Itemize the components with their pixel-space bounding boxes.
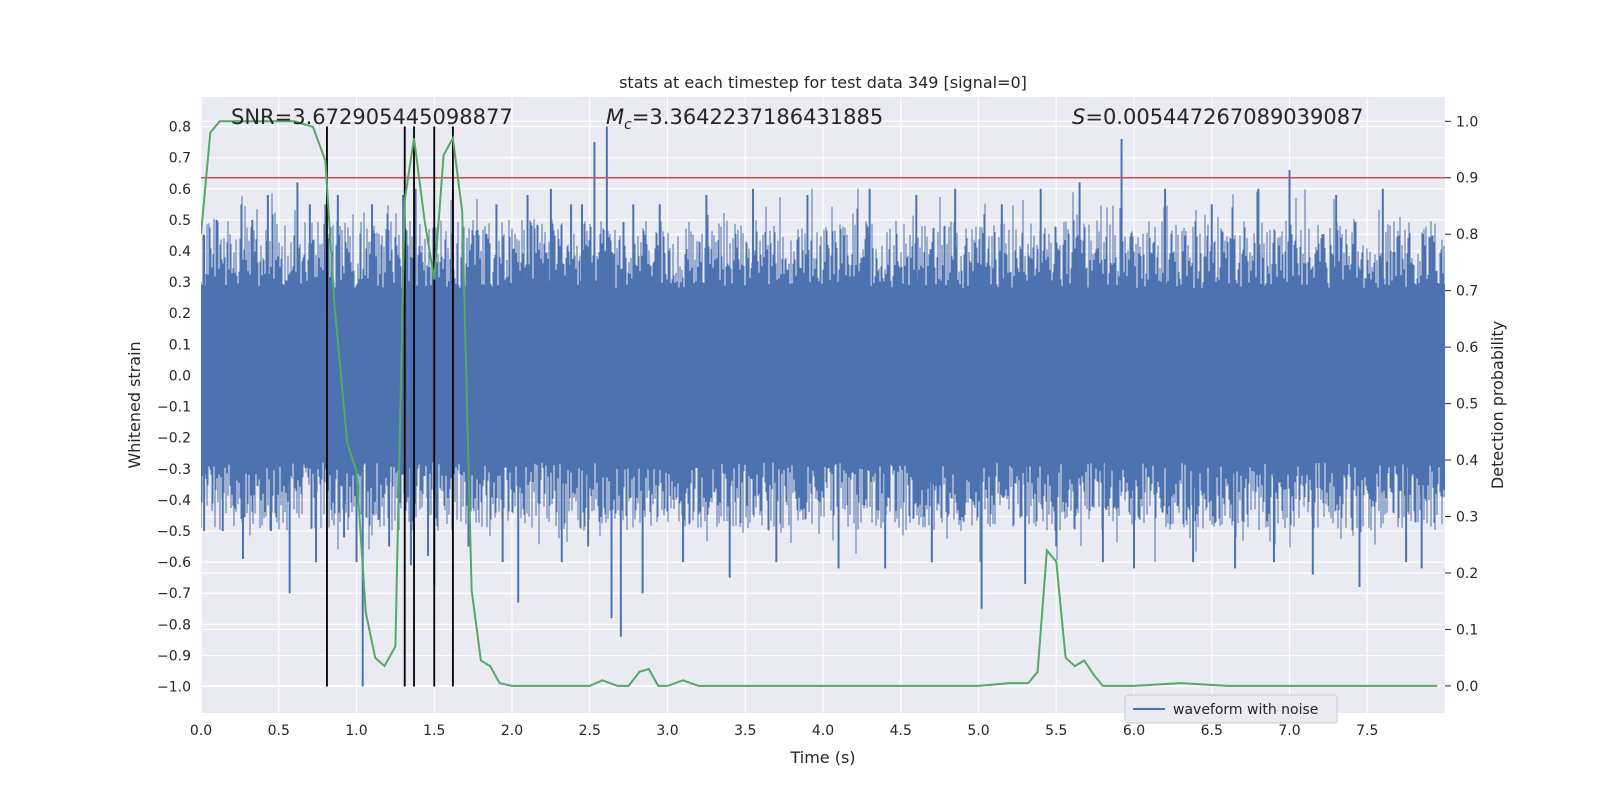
y2-tick-label: 0.9 [1456, 171, 1478, 187]
x-tick-label: 7.5 [1356, 723, 1378, 739]
y-tick-label: −0.7 [157, 586, 191, 602]
y-tick-label: −0.9 [157, 648, 191, 664]
y2-tick-label: 1.0 [1456, 114, 1478, 130]
y-axis-left: 0.8 0.7 0.6 0.5 0.4 0.3 0.2 0.1 0.0 −0.1 −0.2 −0.3 −… [157, 120, 191, 696]
y-tick-label: −0.4 [157, 493, 191, 509]
legend: waveform with noise [1124, 694, 1338, 724]
x-axis-label: Time (s) [789, 748, 855, 767]
probability-series [201, 120, 1438, 687]
y2-tick-label: 0.4 [1456, 453, 1478, 469]
x-tick-label: 3.0 [656, 723, 678, 739]
x-tick-label: 5.5 [1045, 723, 1067, 739]
chart-title: stats at each timestep for test data 349… [619, 73, 1027, 92]
y-tick-label: −0.6 [157, 555, 191, 571]
y-tick-label: 0.4 [169, 244, 191, 260]
y-tick-label: 0.8 [169, 120, 191, 136]
s-symbol: S [1072, 105, 1085, 129]
s-value: =0.005447267089039087 [1085, 105, 1363, 129]
y2-tick-label: 0.7 [1456, 284, 1478, 300]
probability-line [201, 120, 1438, 687]
y2-tick-label: 0.5 [1456, 397, 1478, 413]
y-tick-label: 0.0 [169, 368, 191, 384]
mc-symbol: M [606, 105, 624, 129]
y2-tick-label: 0.0 [1456, 679, 1478, 695]
x-tick-label: 2.0 [501, 723, 523, 739]
x-tick-label: 0.5 [268, 723, 290, 739]
x-tick-label: 7.0 [1278, 723, 1300, 739]
waveform-series [201, 126, 1445, 687]
y-tick-label: −0.8 [157, 617, 191, 633]
y-axis-right: 1.0 0.9 0.8 0.7 0.6 0.5 0.4 0.3 0.2 0.1 0.0 [1445, 114, 1478, 695]
y2-tick-label: 0.1 [1456, 622, 1478, 638]
legend-box [1124, 694, 1338, 724]
chirp-mass-annotation: Mc=3.3642237186431885 [606, 105, 883, 133]
y2-axis-label: Detection probability [1488, 321, 1507, 489]
s-annotation: S=0.005447267089039087 [1072, 105, 1363, 129]
x-tick-label: 6.5 [1201, 723, 1223, 739]
y2-tick-label: 0.3 [1456, 510, 1478, 526]
legend-label-waveform: waveform with noise [1173, 702, 1318, 718]
y-tick-label: 0.6 [169, 182, 191, 198]
y-tick-label: −0.3 [157, 462, 191, 478]
x-axis: 0.0 0.5 1.0 1.5 2.0 2.5 3.0 3.5 4.0 4.5 5.0 5.5 6.0 6… [190, 723, 1379, 739]
x-tick-label: 1.5 [423, 723, 445, 739]
x-tick-label: 0.0 [190, 723, 212, 739]
snr-value: =3.672905445098877 [275, 105, 513, 129]
mc-value: =3.3642237186431885 [632, 105, 883, 129]
y2-tick-label: 0.8 [1456, 227, 1478, 243]
snr-annotation: SNR=3.672905445098877 [231, 105, 513, 129]
mc-subscript: c [624, 117, 632, 133]
x-tick-label: 4.5 [890, 723, 912, 739]
y-tick-label: −0.5 [157, 524, 191, 540]
x-tick-label: 6.0 [1123, 723, 1145, 739]
y-axis-label: Whitened strain [125, 341, 144, 468]
y-tick-label: 0.2 [169, 306, 191, 322]
y2-tick-label: 0.2 [1456, 566, 1478, 582]
y-tick-label: 0.7 [169, 151, 191, 167]
x-tick-label: 3.5 [734, 723, 756, 739]
y2-tick-label: 0.6 [1456, 340, 1478, 356]
x-tick-label: 5.0 [967, 723, 989, 739]
y-tick-label: 0.5 [169, 213, 191, 229]
vertical-markers [326, 126, 454, 687]
x-tick-label: 1.0 [345, 723, 367, 739]
y-tick-label: −0.1 [157, 400, 191, 416]
y-tick-label: −1.0 [157, 680, 191, 696]
waveform-noise [201, 188, 1445, 562]
y-tick-label: −0.2 [157, 431, 191, 447]
x-tick-label: 4.0 [812, 723, 834, 739]
x-tick-label: 2.5 [579, 723, 601, 739]
y-tick-label: 0.3 [169, 275, 191, 291]
snr-name: SNR [231, 105, 275, 129]
y-tick-label: 0.1 [169, 337, 191, 353]
